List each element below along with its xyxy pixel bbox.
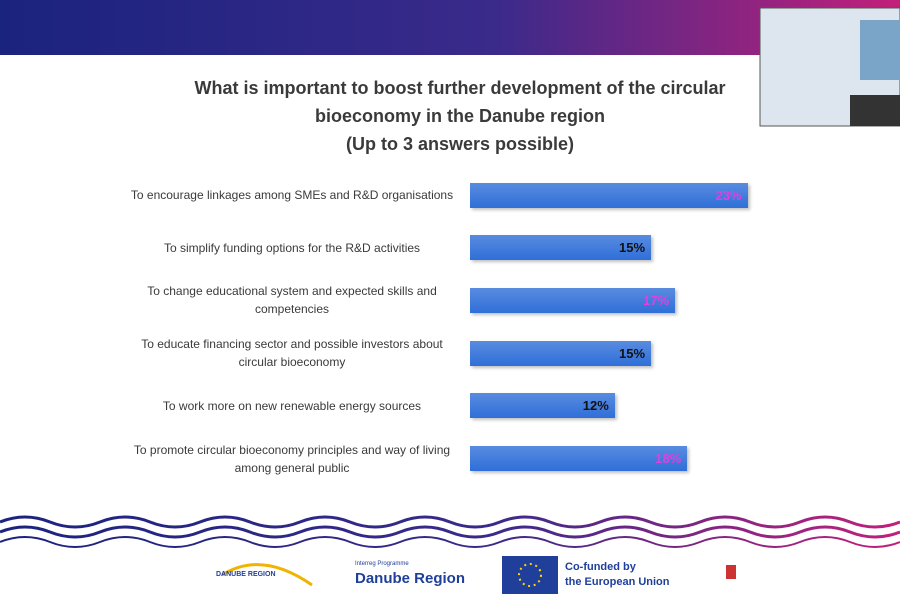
category-label: To change educational system and expecte… [147, 284, 437, 317]
bar: 15% [470, 340, 652, 366]
webcam-screen [860, 20, 900, 80]
category-label: To work more on new renewable energy sou… [162, 398, 422, 413]
bar: 17% [470, 287, 676, 313]
bar: 18% [470, 446, 688, 471]
value-label: 15% [619, 345, 646, 361]
eu-line: the European Union [565, 576, 670, 588]
eu-text: Co-funded by the European Union [565, 560, 670, 590]
bar: 12% [470, 393, 615, 419]
bar: 23% [470, 182, 748, 208]
category-label: To promote circular bioeconomy principle… [133, 442, 451, 475]
croatia-logo [726, 565, 736, 579]
wave [0, 536, 900, 548]
chart-title-block: What is important to boost further devel… [190, 74, 730, 158]
strategy-logo [221, 563, 313, 587]
value-label: 15% [619, 240, 646, 256]
category-label: To encourage linkages among SMEs and R&D… [130, 188, 454, 202]
programme-label: Interreg Programme [355, 561, 409, 567]
value-label: 18% [655, 451, 682, 466]
eu-flag [502, 556, 558, 594]
strategy-text: DANUBE REGION [216, 571, 276, 578]
programme-name: Danube Region [355, 570, 466, 587]
webcam-podium [850, 95, 900, 126]
category-label: To educate financing sector and possible… [141, 337, 443, 370]
value-label: 23% [715, 187, 742, 203]
bar: 15% [470, 235, 652, 261]
wave [0, 515, 900, 529]
category-label: To simplify funding options for the R&D … [163, 240, 421, 255]
wave [0, 525, 900, 539]
top-banner [0, 0, 900, 55]
value-label: 17% [643, 292, 670, 308]
chart-subtitle: (Up to 3 answers possible) [345, 134, 575, 154]
value-label: 12% [582, 398, 609, 414]
eu-line: Co-funded by [565, 561, 636, 573]
chart-title: What is important to boost further devel… [194, 78, 726, 126]
eu-stars [518, 563, 542, 587]
